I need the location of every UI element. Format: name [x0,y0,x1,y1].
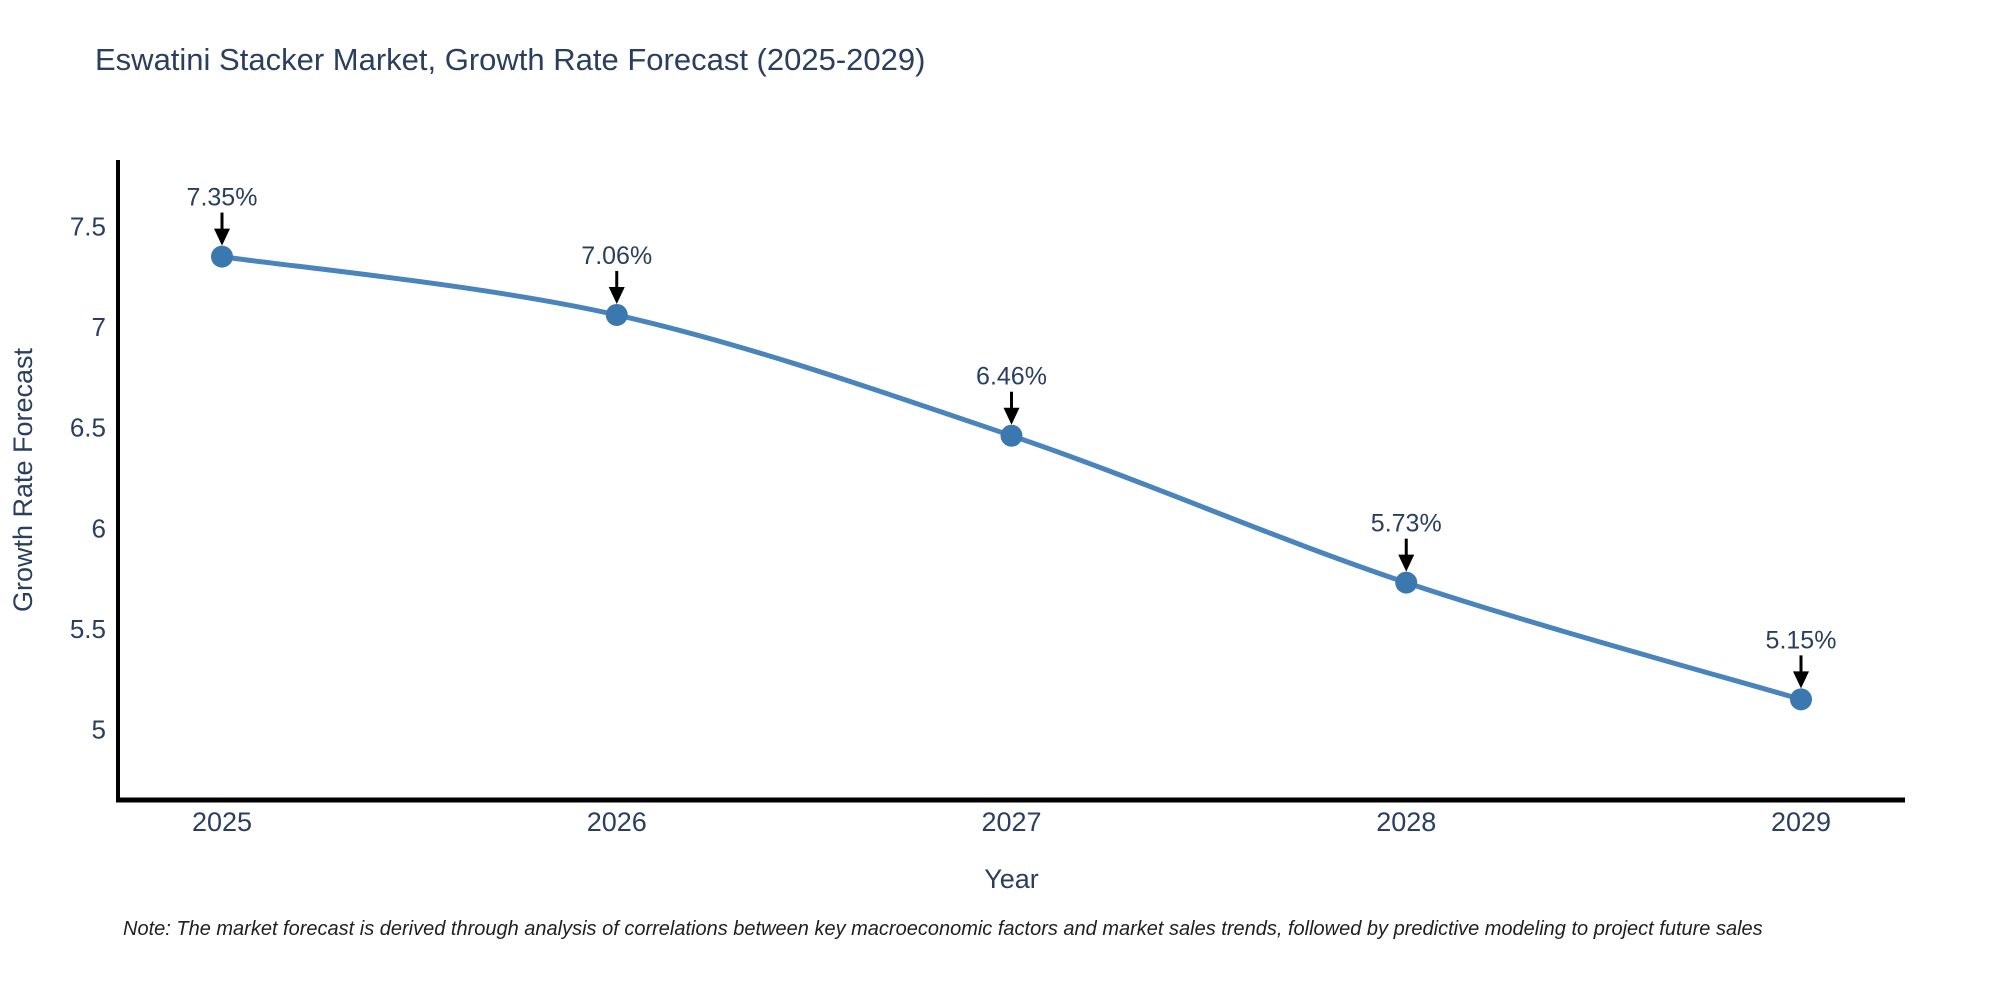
trend-line [219,254,1804,702]
data-point-marker [1790,688,1812,711]
data-point-marker [1000,424,1023,447]
x-tick-label: 2026 [587,807,647,837]
x-axis-title: Year [984,864,1039,894]
annotation-arrowhead-icon [1003,407,1020,425]
footnote-text: Note: The market forecast is derived thr… [123,918,1763,940]
y-tick-label: 5.5 [70,614,106,644]
point-value-label: 5.15% [1766,626,1837,654]
point-value-label: 7.35% [187,184,258,212]
point-value-label: 6.46% [976,363,1047,391]
y-tick-label: 7.5 [70,211,106,241]
point-value-label: 7.06% [581,242,652,270]
annotation-arrowhead-icon [214,228,230,246]
y-tick-label: 5 [92,715,106,745]
x-tick-label: 2029 [1771,807,1831,837]
data-point-marker [211,245,233,268]
annotation-arrowhead-icon [608,286,625,304]
annotation-arrowhead-icon [1793,671,1809,689]
x-tick-label: 2025 [192,807,252,837]
y-tick-label: 6 [92,513,106,543]
chart-title: Eswatini Stacker Market, Growth Rate For… [95,42,926,77]
y-tick-label: 6.5 [70,413,106,443]
data-point-marker [605,303,628,326]
data-point-marker [1395,571,1418,594]
point-value-label: 5.73% [1371,510,1442,538]
x-tick-label: 2027 [981,807,1041,837]
y-axis-title: Growth Rate Forecast [8,347,38,612]
annotation-arrowhead-icon [1398,554,1415,572]
y-tick-label: 7 [92,312,106,342]
x-tick-label: 2028 [1376,807,1436,837]
